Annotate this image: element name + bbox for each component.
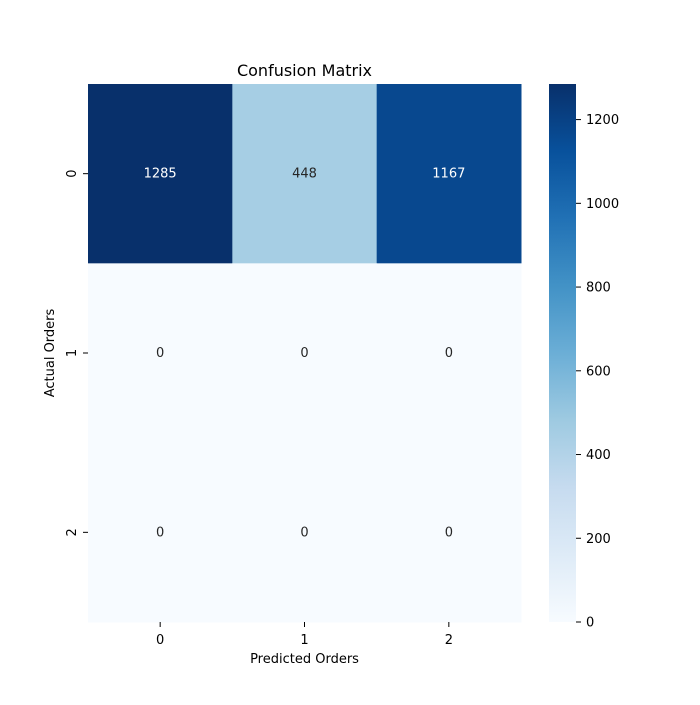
heatmap-cell-labels: 1285 448 1167 0 0 0 0 0 0	[144, 167, 466, 541]
x-tick-label: 1	[300, 633, 308, 648]
heatmap-cell	[232, 84, 378, 264]
chart-title: Confusion Matrix	[237, 61, 372, 80]
cell-value-label: 0	[156, 525, 164, 540]
colorbar-tick-label: 1200	[586, 113, 619, 128]
x-axis-ticks: 0 1 2	[156, 622, 453, 648]
colorbar-tick-label: 0	[586, 616, 594, 631]
y-axis-label: Actual Orders	[43, 308, 58, 397]
colorbar	[549, 84, 576, 622]
y-tick-label: 0	[65, 170, 80, 178]
cell-value-label: 0	[445, 525, 453, 540]
heatmap-cell	[232, 442, 378, 623]
colorbar-tick-label: 600	[586, 364, 611, 379]
y-tick-label: 2	[65, 528, 80, 536]
heatmap-cell	[88, 263, 233, 444]
colorbar-tick-label: 800	[586, 281, 611, 296]
heatmap-cells	[88, 84, 522, 623]
colorbar-tick-label: 1000	[586, 197, 619, 212]
cell-value-label: 0	[300, 525, 308, 540]
cell-value-label: 1285	[144, 167, 177, 182]
heatmap-cell	[88, 84, 233, 264]
heatmap-cell	[376, 84, 522, 264]
colorbar-tick-label: 200	[586, 532, 611, 547]
colorbar-ticks: 0 200 400 600 800 1000 1200	[576, 113, 619, 631]
heatmap-cell	[232, 263, 378, 444]
x-tick-label: 2	[445, 633, 453, 648]
y-axis-ticks: 0 1 2	[65, 170, 88, 536]
cell-value-label: 1167	[432, 167, 465, 182]
colorbar-tick-label: 400	[586, 448, 611, 463]
y-tick-label: 1	[65, 349, 80, 357]
cell-value-label: 0	[445, 346, 453, 361]
x-axis-label: Predicted Orders	[250, 652, 359, 667]
x-tick-label: 0	[156, 633, 164, 648]
cell-value-label: 448	[292, 167, 317, 182]
heatmap-cell	[376, 263, 522, 444]
cell-value-label: 0	[300, 346, 308, 361]
cell-value-label: 0	[156, 346, 164, 361]
heatmap-cell	[376, 442, 522, 623]
heatmap-cell	[88, 442, 233, 623]
